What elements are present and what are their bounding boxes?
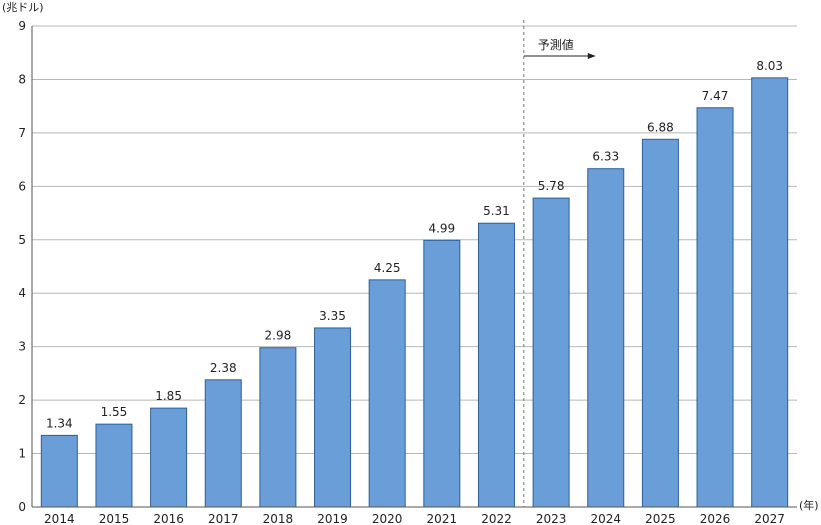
- value-label: 5.31: [483, 204, 510, 218]
- value-label: 1.85: [155, 389, 182, 403]
- y-tick-label: 3: [18, 340, 26, 354]
- y-tick-label: 9: [18, 19, 26, 33]
- y-tick-label: 1: [18, 447, 26, 461]
- x-tick-label: 2016: [153, 512, 184, 525]
- value-label: 7.47: [702, 89, 729, 103]
- bar-2019: [314, 327, 352, 508]
- x-axis-ticks: 2014 2015 2016 2017 2018 2019 2020 2021 2022 2023…: [44, 512, 785, 525]
- bar-2022: [477, 222, 515, 508]
- bars: [40, 77, 789, 508]
- y-tick-label: 7: [18, 126, 26, 140]
- bar-2021: [423, 239, 461, 508]
- value-label: 8.03: [756, 59, 783, 73]
- x-axis-unit-label: (年): [799, 498, 819, 512]
- y-tick-label: 8: [18, 72, 26, 86]
- bar-2023: [532, 197, 570, 508]
- x-tick-label: 2020: [372, 512, 403, 525]
- y-axis-unit-label: (兆ドル): [2, 1, 44, 14]
- y-tick-label: 4: [18, 286, 26, 300]
- x-tick-label: 2026: [700, 512, 731, 525]
- y-tick-label: 6: [18, 179, 26, 193]
- value-label: 4.25: [374, 261, 401, 275]
- bar-2015: [95, 423, 133, 508]
- forecast-annotation: 予測値: [538, 37, 574, 52]
- value-label: 4.99: [428, 221, 455, 235]
- gridlines: [32, 25, 797, 455]
- value-label: 6.88: [647, 120, 674, 134]
- value-label: 1.34: [46, 416, 73, 430]
- x-tick-label: 2022: [481, 512, 512, 525]
- x-tick-label: 2027: [754, 512, 785, 525]
- value-label: 2.98: [265, 329, 292, 343]
- x-tick-label: 2025: [645, 512, 676, 525]
- x-tick-label: 2024: [590, 512, 621, 525]
- y-tick-label: 5: [18, 233, 26, 247]
- y-axis-ticks: 0 1 2 3 4 5 6 7 8 9: [18, 19, 26, 514]
- bar-2025: [641, 138, 679, 508]
- x-tick-label: 2017: [208, 512, 239, 525]
- value-label: 1.55: [101, 405, 128, 419]
- bar-2017: [204, 379, 242, 508]
- x-tick-label: 2015: [99, 512, 130, 525]
- y-tick-label: 0: [18, 500, 26, 514]
- bar-2014: [40, 434, 78, 508]
- bar-2018: [259, 347, 297, 508]
- bar-2020: [368, 279, 406, 508]
- x-tick-label: 2023: [536, 512, 567, 525]
- x-tick-label: 2019: [317, 512, 348, 525]
- bar-2024: [587, 168, 625, 508]
- value-label: 2.38: [210, 361, 237, 375]
- y-tick-label: 2: [18, 393, 26, 407]
- value-labels: 1.34 1.55 1.85 2.38 2.98 3.35 4.25 4.99 5.31 5.78…: [46, 59, 783, 431]
- forecast-arrowhead: [587, 53, 596, 59]
- x-tick-label: 2018: [263, 512, 294, 525]
- value-label: 6.33: [592, 150, 619, 164]
- bar-2016: [150, 407, 188, 508]
- value-label: 5.78: [538, 179, 565, 193]
- x-tick-label: 2021: [427, 512, 458, 525]
- bar-2026: [696, 107, 734, 508]
- bar-2027: [751, 77, 789, 508]
- value-label: 3.35: [319, 309, 346, 323]
- x-tick-label: 2014: [44, 512, 75, 525]
